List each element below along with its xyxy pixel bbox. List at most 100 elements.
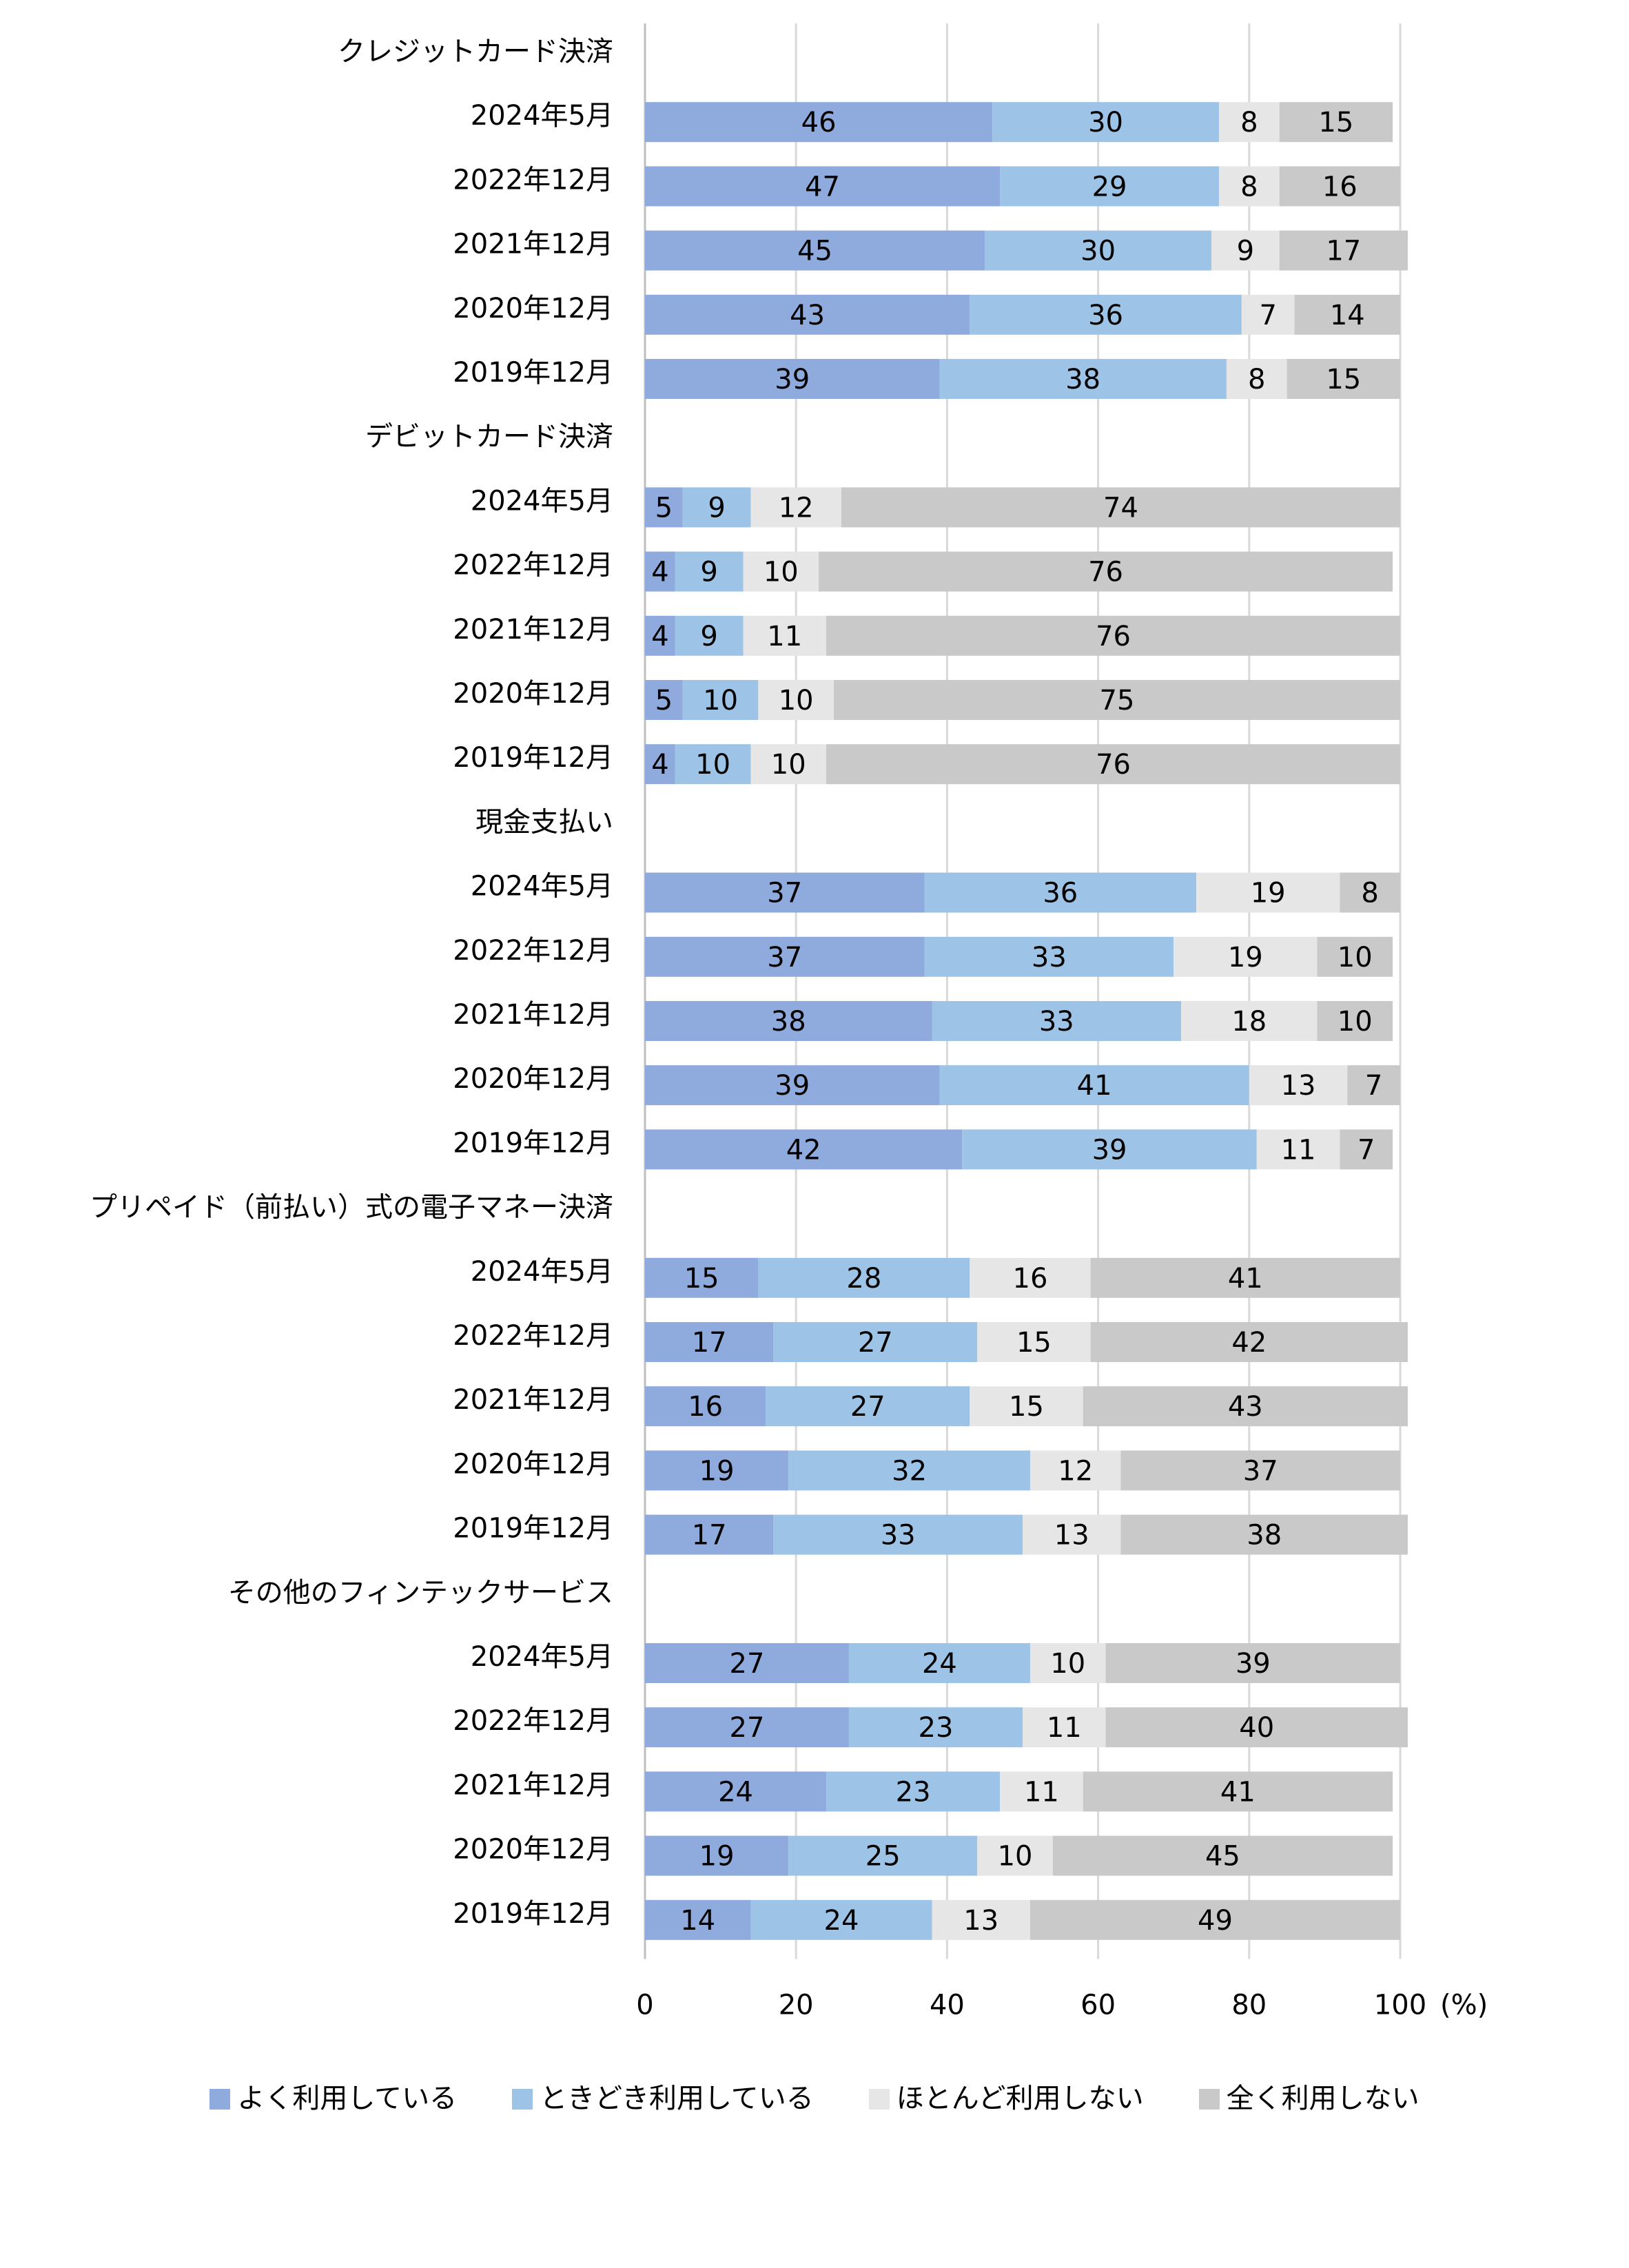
bar-row: 2024年5月 15 28 16 41 bbox=[471, 1256, 1400, 1298]
data-label: 8 bbox=[1240, 171, 1258, 203]
data-label: 5 bbox=[655, 685, 673, 717]
row-label: 2021年12月 bbox=[453, 1769, 613, 1801]
row-label: 2020年12月 bbox=[453, 293, 613, 324]
bar-segment bbox=[1120, 1514, 1408, 1555]
bar-segment bbox=[1340, 1129, 1393, 1170]
bar-segment bbox=[743, 615, 827, 656]
data-label: 24 bbox=[824, 1905, 859, 1937]
bar-segment bbox=[962, 1129, 1257, 1170]
data-label: 16 bbox=[688, 1391, 723, 1423]
row-label: 2024年5月 bbox=[471, 100, 613, 132]
data-label: 14 bbox=[1330, 300, 1365, 331]
x-tick-label: 0 bbox=[636, 1989, 653, 2021]
data-label: 8 bbox=[1361, 878, 1378, 909]
bar-segment bbox=[645, 1257, 759, 1298]
bar-segment bbox=[970, 1386, 1083, 1427]
data-label: 74 bbox=[1103, 492, 1138, 524]
data-label: 29 bbox=[1092, 171, 1127, 203]
bar-segment bbox=[645, 1771, 827, 1812]
group-label: デビットカード決済 bbox=[365, 421, 613, 453]
bar-segment bbox=[1279, 230, 1408, 271]
bar-segment bbox=[977, 1322, 1091, 1362]
data-label: 30 bbox=[1088, 107, 1123, 138]
bar-segment bbox=[645, 1514, 774, 1555]
legend-label: ほとんど利用しない bbox=[896, 2083, 1144, 2115]
data-label: 10 bbox=[695, 749, 730, 781]
bar-segment bbox=[645, 487, 683, 528]
bar-segment bbox=[645, 294, 970, 335]
bar-segment bbox=[841, 487, 1400, 528]
data-label: 12 bbox=[779, 492, 814, 524]
bar-segment bbox=[645, 1707, 849, 1748]
bar-segment bbox=[645, 230, 985, 271]
legend-swatch bbox=[1198, 2089, 1220, 2110]
bar-segment bbox=[1029, 1450, 1121, 1491]
bar-segment bbox=[1023, 1707, 1106, 1748]
bar-segment bbox=[1120, 1450, 1400, 1491]
bar-segment bbox=[645, 744, 675, 785]
data-label: 15 bbox=[1326, 364, 1361, 395]
data-label: 47 bbox=[805, 171, 840, 203]
bar-row: 2021年12月 4 9 11 76 bbox=[453, 614, 1400, 656]
bar-segment bbox=[1174, 936, 1318, 977]
data-label: 15 bbox=[1009, 1391, 1044, 1423]
bar-row: 2020年12月 19 32 12 37 bbox=[453, 1448, 1400, 1491]
data-label: 33 bbox=[1039, 1006, 1074, 1038]
data-label: 41 bbox=[1228, 1263, 1263, 1295]
bar-segment bbox=[645, 1322, 774, 1362]
bar-segment bbox=[645, 166, 1001, 207]
bar-segment bbox=[826, 744, 1400, 785]
data-label: 16 bbox=[1322, 171, 1358, 203]
bar-segment bbox=[834, 680, 1400, 720]
bar-segment bbox=[645, 1450, 789, 1491]
data-label: 14 bbox=[680, 1905, 715, 1937]
data-label: 28 bbox=[846, 1263, 881, 1295]
data-label: 42 bbox=[786, 1134, 821, 1166]
bar-segment bbox=[766, 1386, 970, 1427]
data-label: 4 bbox=[651, 621, 668, 652]
data-label: 37 bbox=[1243, 1455, 1278, 1487]
data-label: 33 bbox=[881, 1520, 916, 1551]
bar-segment bbox=[645, 1065, 940, 1106]
data-label: 10 bbox=[771, 749, 806, 781]
bar-segment bbox=[1000, 166, 1219, 207]
bar-segment bbox=[773, 1514, 1023, 1555]
x-axis: 0 20 40 60 80 100 (%) bbox=[636, 1989, 1488, 2021]
data-label: 27 bbox=[850, 1391, 885, 1423]
bar-segment bbox=[970, 294, 1242, 335]
bar-row: 2021年12月 38 33 18 10 bbox=[453, 999, 1393, 1041]
data-label: 15 bbox=[1016, 1327, 1052, 1359]
data-label: 10 bbox=[998, 1841, 1033, 1873]
data-label: 46 bbox=[801, 107, 837, 138]
row-label: 2020年12月 bbox=[453, 1448, 613, 1480]
data-label: 76 bbox=[1096, 749, 1131, 781]
data-label: 7 bbox=[1259, 300, 1276, 331]
bar-segment bbox=[788, 1835, 978, 1876]
bar-segment bbox=[645, 1386, 766, 1427]
bar-segment bbox=[992, 102, 1219, 143]
data-label: 75 bbox=[1100, 685, 1135, 717]
bar-row: 2024年5月 46 30 8 15 bbox=[471, 100, 1393, 143]
data-label: 19 bbox=[699, 1841, 735, 1873]
row-label: 2020年12月 bbox=[453, 678, 613, 710]
data-label: 18 bbox=[1231, 1006, 1267, 1038]
bar-segment bbox=[645, 359, 940, 399]
row-label: 2022年12月 bbox=[453, 1705, 613, 1737]
x-tick-label: 60 bbox=[1080, 1989, 1116, 2021]
data-label: 32 bbox=[892, 1455, 927, 1487]
bar-row: 2020年12月 19 25 10 45 bbox=[453, 1834, 1393, 1876]
data-label: 27 bbox=[858, 1327, 893, 1359]
group-label: 現金支払い bbox=[475, 806, 613, 838]
data-label: 39 bbox=[775, 364, 810, 395]
row-label: 2019年12月 bbox=[453, 1127, 613, 1159]
data-label: 10 bbox=[779, 685, 814, 717]
bar-segment bbox=[758, 1257, 970, 1298]
x-tick-label: 100 bbox=[1374, 1989, 1426, 2021]
bar-segment bbox=[645, 1835, 789, 1876]
bar-segment bbox=[1317, 936, 1393, 977]
data-label: 41 bbox=[1220, 1776, 1256, 1808]
bar-row: 2019年12月 39 38 8 15 bbox=[453, 357, 1400, 399]
bar-segment bbox=[1105, 1643, 1400, 1683]
data-label: 12 bbox=[1058, 1455, 1093, 1487]
